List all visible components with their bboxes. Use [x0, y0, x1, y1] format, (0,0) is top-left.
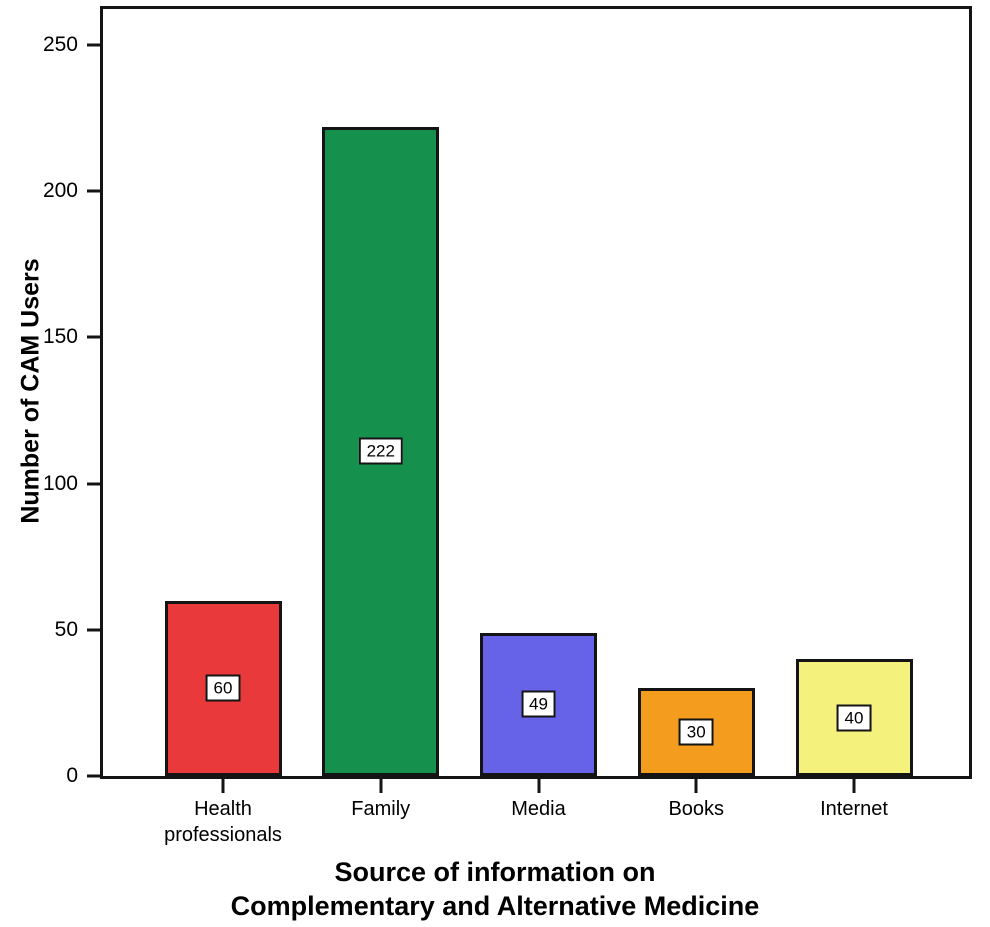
bar-media: 49	[480, 632, 597, 776]
y-tick-label: 250	[42, 33, 78, 56]
value-label: 30	[678, 718, 714, 746]
x-category-label: Health professionals	[164, 798, 282, 846]
x-tick-mark	[537, 779, 540, 793]
y-tick-mark	[87, 774, 101, 778]
x-tick-mark	[694, 779, 698, 793]
y-tick-label: 50	[54, 617, 78, 641]
x-tick-mark	[379, 779, 383, 793]
x-category-label: Internet	[820, 798, 888, 820]
y-tick-label: 200	[42, 179, 78, 203]
bar-books: 30	[637, 688, 755, 776]
y-tick-mark	[87, 335, 101, 339]
x-category-label: Books	[668, 798, 725, 820]
x-axis-title-line-1: Source of information on	[334, 857, 656, 887]
x-tick-mark	[221, 779, 225, 793]
y-tick-mark	[87, 628, 101, 632]
y-tick-mark	[87, 482, 101, 486]
plot-area: 60 222 49 30 40	[100, 6, 972, 779]
y-tick-label: 0	[66, 764, 78, 787]
x-category-label: Media	[511, 798, 566, 820]
bar-health-professionals: 60	[164, 600, 282, 776]
x-tick-mark	[852, 779, 856, 793]
x-axis-title-line-2: Complementary and Alternative Medicine	[230, 891, 760, 921]
value-label: 60	[205, 674, 241, 702]
x-category-label: Family	[351, 798, 411, 820]
bar-family: 222	[322, 126, 440, 776]
value-label: 49	[521, 690, 556, 718]
y-tick-label: 150	[42, 325, 78, 349]
y-tick-mark	[87, 43, 101, 47]
bar-internet: 40	[795, 659, 913, 776]
value-label: 222	[358, 437, 403, 465]
y-tick-mark	[87, 189, 101, 193]
y-tick-label: 100	[42, 471, 78, 495]
value-label: 40	[836, 704, 872, 732]
